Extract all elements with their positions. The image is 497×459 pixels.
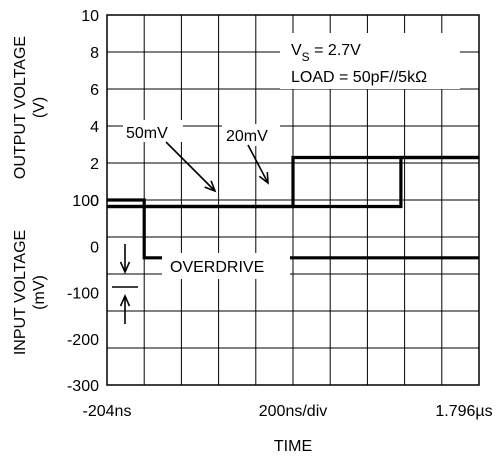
y-tick-label-output: 4 <box>90 119 99 136</box>
overdrive-label: OVERDRIVE <box>170 259 264 276</box>
y-tick-label-input: 100 <box>72 193 99 210</box>
y-tick-label-input: -200 <box>67 332 99 349</box>
x-tick-label-right: 1.796µs <box>435 403 492 420</box>
label-20mv: 20mV <box>226 128 268 145</box>
label-50mv-box <box>123 120 183 142</box>
y-tick-label-input: -100 <box>67 286 99 303</box>
overdrive-box <box>162 253 290 279</box>
input-trace-1 <box>107 198 479 260</box>
y-tick-label-output: 8 <box>90 45 99 62</box>
y-tick-label-output: 10 <box>81 8 99 25</box>
label-20mv-box <box>222 124 280 146</box>
load-label: LOAD = 50pF//5kΩ <box>291 69 427 86</box>
y-axis-title-output: OUTPUT VOLTAGE (V) <box>12 36 48 179</box>
arrow-20mv <box>247 144 269 184</box>
arrow-50mv-head <box>204 180 217 193</box>
x-tick-label-mid: 200ns/div <box>259 403 328 420</box>
y-tick-label-input: -300 <box>67 378 99 395</box>
overdrive-arrow-down-head <box>119 261 131 274</box>
vs-label: VS = 2.7V <box>291 42 361 64</box>
output-trace-2 <box>107 155 479 209</box>
y-tick-label-output: 6 <box>90 82 99 99</box>
y-tick-label-output: 2 <box>90 156 99 173</box>
annotations: VS = 2.7V LOAD = 50pF//5kΩ 50mV 20mV OVERDRI… <box>112 33 460 324</box>
output-trace-1 <box>107 155 479 209</box>
y-tick-label-input: 0 <box>90 239 99 256</box>
label-50mv: 50mV <box>126 125 168 142</box>
y-axis-title-input: INPUT VOLTAGE (mV) <box>12 230 48 355</box>
x-axis-title: TIME <box>274 438 312 455</box>
y-tick-label-output: 0 <box>90 193 99 210</box>
arrow-50mv <box>165 141 216 192</box>
conditions-box <box>280 33 460 89</box>
overdrive-arrow-up-head <box>119 294 131 307</box>
traces <box>107 155 479 260</box>
arrow-20mv-head <box>258 171 269 185</box>
x-tick-label-left: -204ns <box>83 403 132 420</box>
